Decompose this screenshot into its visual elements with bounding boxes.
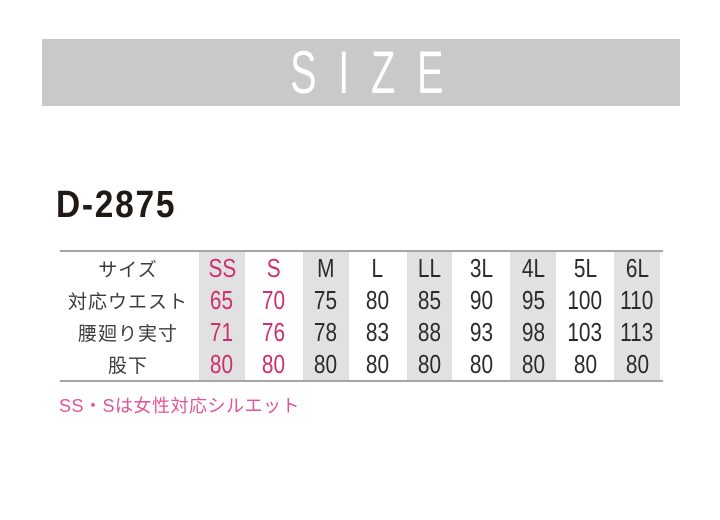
size-value-cell: 80 (262, 348, 286, 379)
size-value-cell: 103 (567, 316, 603, 347)
size-value-cell: 98 (507, 316, 560, 348)
size-column-header: L (371, 252, 384, 283)
size-value-cell: 95 (507, 284, 560, 316)
size-value-cell: 85 (403, 284, 456, 316)
size-value-cell: 113 (611, 316, 663, 348)
size-value-cell: 88 (403, 316, 456, 348)
size-value-cell: 75 (299, 284, 352, 316)
size-value-cell: 80 (611, 348, 663, 380)
size-column-header: S (266, 252, 281, 283)
size-column-header: 4L (507, 252, 560, 284)
size-column-header: M (299, 252, 352, 284)
size-row-label: サイズ (98, 259, 158, 281)
size-table: サイズ SS S M L LL 3L 4L 5L 6L 対応ウエスト 65 70 75 80 85 90 95 10… (60, 250, 663, 382)
size-value-cell: 110 (611, 284, 663, 316)
size-value-cell: 71 (196, 316, 248, 348)
size-value-cell: 80 (299, 348, 352, 380)
size-row-label: 対応ウエスト (67, 291, 188, 313)
size-value-cell: 70 (262, 284, 286, 315)
size-row-label: 腰廻り実寸 (77, 323, 178, 345)
size-column-header: LL (403, 252, 456, 284)
size-value-cell: 90 (469, 284, 493, 315)
size-column-header: SS (196, 252, 248, 284)
size-column-header: 5L (573, 252, 597, 283)
size-value-cell: 80 (196, 348, 248, 380)
size-value-cell: 80 (403, 348, 456, 380)
size-banner: SIZE (42, 39, 680, 106)
product-code: D-2875 (56, 184, 177, 226)
size-value-cell: 93 (469, 316, 493, 347)
size-column-header: 6L (611, 252, 663, 284)
size-value-cell: 76 (262, 316, 286, 347)
size-value-cell: 80 (507, 348, 560, 380)
size-value-cell: 100 (567, 284, 603, 315)
size-row-label: 股下 (107, 355, 148, 377)
size-value-cell: 80 (469, 348, 493, 379)
size-column-header: 3L (469, 252, 493, 283)
size-value-cell: 83 (366, 316, 390, 347)
size-value-cell: 78 (299, 316, 352, 348)
womens-silhouette-note: SS・Sは女性対応シルエット (59, 396, 301, 416)
size-value-cell: 80 (573, 348, 597, 379)
size-value-cell: 80 (366, 284, 390, 315)
size-value-cell: 80 (366, 348, 390, 379)
size-value-cell: 65 (196, 284, 248, 316)
size-banner-title: SIZE (289, 38, 466, 106)
